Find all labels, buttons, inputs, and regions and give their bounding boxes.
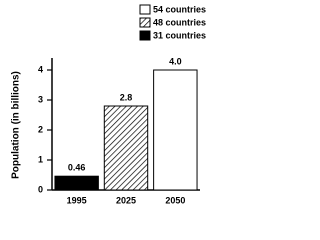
y-axis-label: Population (in billions) [11, 71, 22, 179]
legend-swatch [139, 30, 151, 41]
bar [153, 69, 198, 191]
y-tick-label: 1 [38, 154, 43, 164]
y-tick-label: 3 [38, 94, 43, 104]
legend-label: 54 countries [153, 4, 206, 14]
y-tick-label: 0 [38, 184, 43, 194]
bar [54, 175, 99, 191]
legend-label: 48 countries [153, 17, 206, 27]
value-label: 2.8 [120, 92, 133, 102]
x-tick-label: 1995 [67, 195, 87, 205]
legend-swatch [139, 17, 151, 28]
x-tick-label: 2050 [165, 195, 185, 205]
value-label: 0.46 [68, 163, 86, 173]
chart: Population (in billions) 0 1 2 3 4 1995 0.46 20… [11, 4, 206, 205]
y-tick-label: 2 [38, 124, 43, 134]
value-label: 4.0 [169, 56, 182, 66]
bar [103, 105, 149, 191]
legend-swatch [139, 4, 151, 15]
x-tick-label: 2025 [116, 195, 136, 205]
y-tick-label: 4 [38, 64, 43, 74]
legend-label: 31 countries [153, 30, 206, 40]
